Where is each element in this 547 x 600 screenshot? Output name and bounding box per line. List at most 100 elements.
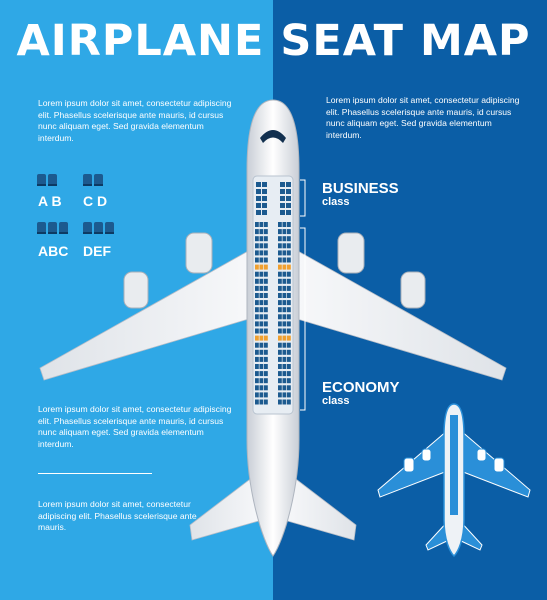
business-name: BUSINESS	[322, 180, 399, 197]
seat-label-abc: ABC	[38, 243, 69, 259]
seat	[255, 356, 259, 362]
seat	[280, 189, 285, 194]
seat	[255, 349, 259, 355]
seat	[280, 210, 285, 215]
seat	[287, 271, 291, 277]
seat	[255, 250, 259, 256]
seat-icon	[83, 174, 103, 186]
seat	[255, 378, 259, 384]
seat	[287, 349, 291, 355]
seat	[255, 300, 259, 306]
seat	[282, 250, 287, 256]
seat	[264, 293, 268, 298]
seat	[259, 349, 264, 355]
seat	[287, 371, 291, 377]
seat	[278, 356, 282, 362]
seat-label-cd: C D	[83, 193, 108, 209]
seat	[259, 271, 264, 277]
seat	[287, 257, 291, 263]
seat	[287, 229, 291, 235]
seat	[255, 293, 259, 298]
divider	[38, 473, 152, 474]
seat	[287, 328, 291, 334]
seat	[287, 307, 291, 313]
seat	[259, 364, 264, 369]
business-class-label: BUSINESS class	[322, 181, 399, 208]
seat	[282, 328, 287, 334]
seat	[278, 321, 282, 327]
seat	[287, 243, 291, 249]
seat	[255, 222, 259, 227]
seat	[264, 250, 268, 256]
seat-icon	[37, 174, 57, 186]
seat	[264, 257, 268, 263]
seat	[264, 264, 268, 270]
seat	[278, 250, 282, 256]
seat	[278, 399, 282, 405]
seat	[278, 392, 282, 398]
seat	[278, 349, 282, 355]
seat	[282, 342, 287, 348]
seat	[282, 307, 287, 313]
seat	[255, 243, 259, 249]
seat	[264, 229, 268, 235]
seat	[259, 229, 264, 235]
seat	[255, 278, 259, 284]
seat	[282, 349, 287, 355]
seat	[287, 300, 291, 306]
seat	[282, 392, 287, 398]
seat	[259, 335, 264, 341]
seat	[259, 264, 264, 270]
seat	[282, 222, 287, 227]
seat	[264, 399, 268, 405]
seat	[287, 385, 291, 391]
seat	[287, 392, 291, 398]
seat	[280, 196, 285, 201]
seat	[287, 356, 291, 362]
seat	[278, 378, 282, 384]
seat	[259, 321, 264, 327]
seat	[262, 182, 267, 187]
seat	[282, 314, 287, 320]
seat	[264, 385, 268, 391]
seat	[255, 229, 259, 235]
economy-name: ECONOMY	[322, 379, 400, 396]
seat	[282, 243, 287, 249]
seat	[278, 300, 282, 306]
seat	[262, 196, 267, 201]
seat	[255, 307, 259, 313]
seat	[255, 364, 259, 369]
seat	[255, 385, 259, 391]
seat	[264, 392, 268, 398]
page-title: AIRPLANE SEAT MAP	[16, 16, 531, 66]
seat	[282, 399, 287, 405]
seat	[259, 300, 264, 306]
seat	[278, 278, 282, 284]
seat	[264, 243, 268, 249]
seat	[282, 278, 287, 284]
seat	[259, 342, 264, 348]
seat	[280, 203, 285, 208]
seat	[259, 236, 264, 242]
seat	[287, 314, 291, 320]
seat	[287, 335, 291, 341]
seat	[287, 222, 291, 227]
seat	[264, 356, 268, 362]
seat	[287, 250, 291, 256]
seat	[282, 229, 287, 235]
seat	[255, 342, 259, 348]
seat	[278, 243, 282, 249]
seat	[287, 264, 291, 270]
economy-sub: class	[322, 395, 350, 407]
seat	[264, 300, 268, 306]
seat	[262, 203, 267, 208]
seat	[282, 257, 287, 263]
seat	[259, 293, 264, 298]
seat	[256, 203, 261, 208]
seat	[278, 385, 282, 391]
seat	[278, 236, 282, 242]
text-top-right: Lorem ipsum dolor sit amet, consectetur …	[326, 95, 520, 140]
seat	[264, 378, 268, 384]
seat	[259, 392, 264, 398]
seat	[286, 189, 291, 194]
